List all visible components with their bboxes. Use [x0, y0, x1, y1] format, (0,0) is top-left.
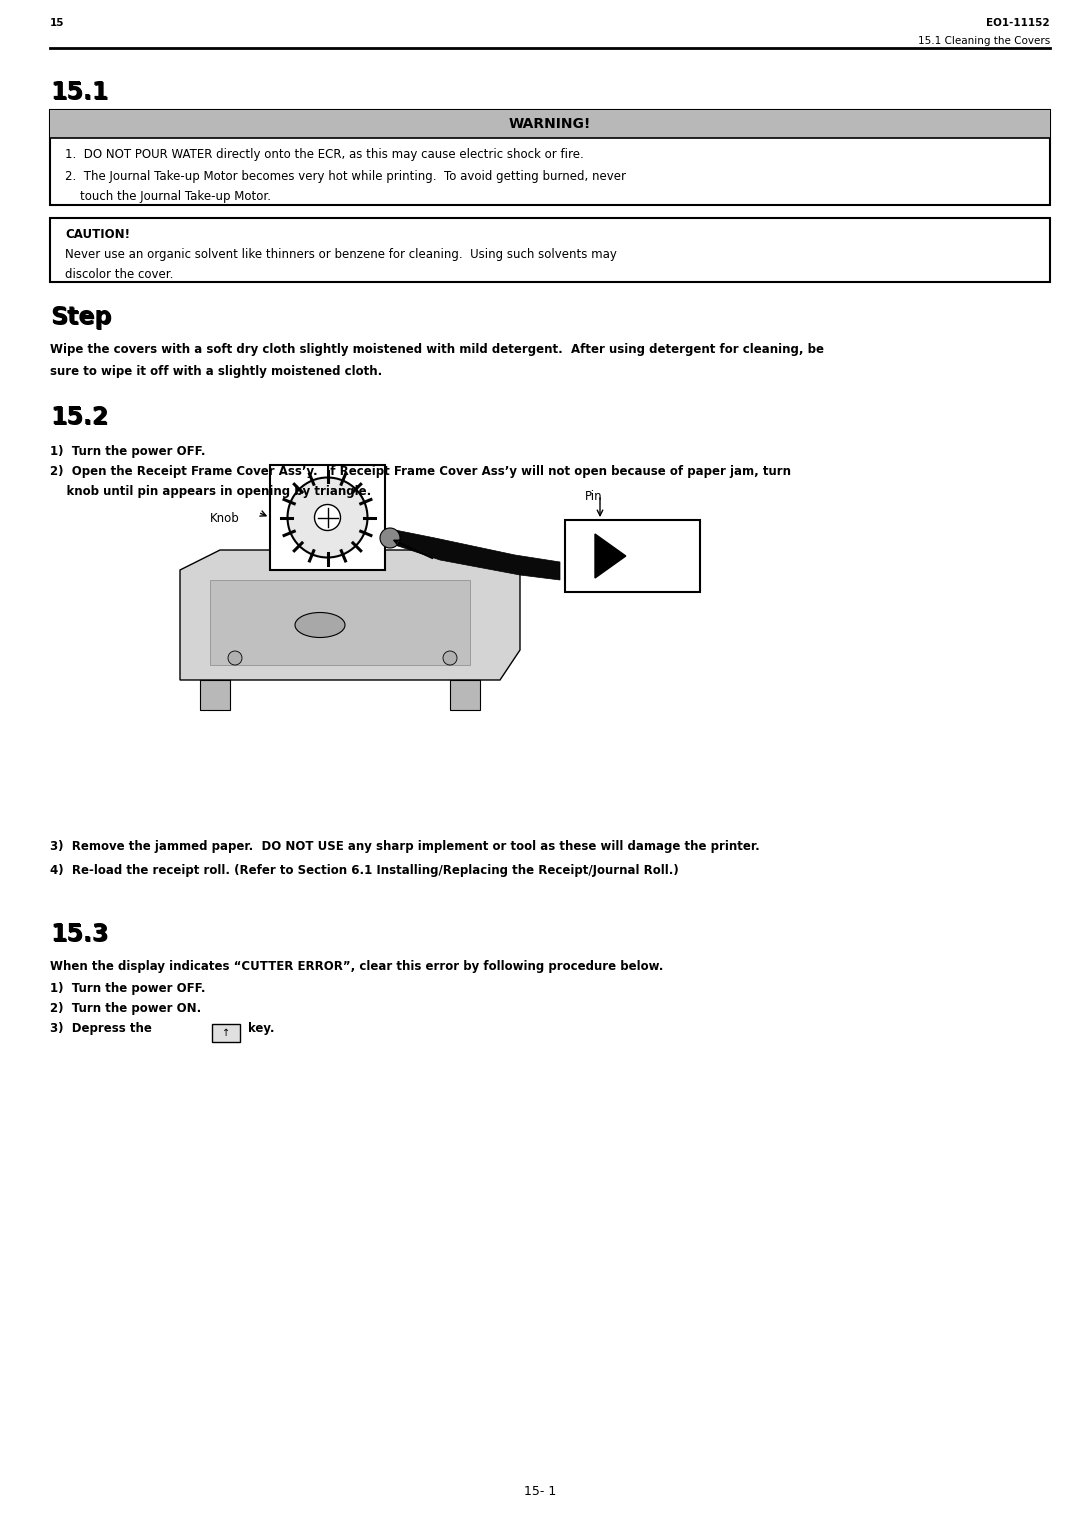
Ellipse shape [295, 613, 345, 637]
Text: CAUTION!: CAUTION! [65, 228, 130, 241]
Text: 1)  Turn the power OFF.: 1) Turn the power OFF. [50, 983, 205, 995]
Text: touch the Journal Take-up Motor.: touch the Journal Take-up Motor. [65, 189, 271, 203]
Text: ↑: ↑ [221, 1028, 230, 1038]
Text: 15.1: 15.1 [50, 79, 108, 104]
Bar [50, 110, 1050, 205]
Text: 15.3: 15.3 [51, 923, 109, 947]
Bar [565, 520, 700, 591]
Circle shape [443, 651, 457, 665]
Text: EO1-11152: EO1-11152 [986, 18, 1050, 28]
Text: knob until pin appears in opening by triangle.: knob until pin appears in opening by tri… [50, 484, 372, 498]
Text: 15: 15 [50, 18, 65, 28]
Text: 2.  The Journal Take-up Motor becomes very hot while printing.  To avoid getting: 2. The Journal Take-up Motor becomes ver… [65, 170, 626, 183]
Text: 15.3: 15.3 [50, 921, 108, 946]
Text: 1)  Turn the power OFF.: 1) Turn the power OFF. [50, 445, 205, 458]
Text: Step: Step [51, 306, 112, 330]
Circle shape [380, 529, 400, 549]
Text: 2)  Open the Receipt Frame Cover Ass’y.  If Receipt Frame Cover Ass’y will not o: 2) Open the Receipt Frame Cover Ass’y. I… [50, 465, 791, 478]
Text: sure to wipe it off with a slightly moistened cloth.: sure to wipe it off with a slightly mois… [50, 365, 382, 377]
Bar [210, 581, 470, 665]
Circle shape [228, 651, 242, 665]
Text: Wipe the covers with a soft dry cloth slightly moistened with mild detergent.  A: Wipe the covers with a soft dry cloth sl… [50, 342, 824, 356]
Text: Step: Step [50, 306, 111, 329]
Polygon shape [395, 530, 561, 581]
Text: 15.1 Cleaning the Covers: 15.1 Cleaning the Covers [918, 37, 1050, 46]
Bar [270, 465, 384, 570]
Circle shape [314, 504, 340, 530]
Bar [212, 1024, 240, 1042]
Bar [50, 219, 1050, 283]
Text: 15.2: 15.2 [50, 405, 108, 429]
Text: 4)  Re-load the receipt roll. (Refer to Section 6.1 Installing/Replacing the Rec: 4) Re-load the receipt roll. (Refer to S… [50, 863, 678, 877]
Text: Never use an organic solvent like thinners or benzene for cleaning.  Using such : Never use an organic solvent like thinne… [65, 248, 617, 261]
Text: 3)  Depress the: 3) Depress the [50, 1022, 152, 1034]
Text: 15.2: 15.2 [51, 406, 109, 431]
Text: key.: key. [248, 1022, 274, 1034]
Circle shape [287, 477, 367, 558]
Bar [200, 680, 230, 711]
Text: Pin: Pin [585, 490, 603, 503]
Polygon shape [595, 533, 625, 578]
Polygon shape [180, 550, 519, 680]
Text: discolor the cover.: discolor the cover. [65, 267, 174, 281]
Text: Knob: Knob [210, 512, 240, 526]
Text: 15.1: 15.1 [51, 81, 109, 105]
Bar [450, 680, 480, 711]
Text: WARNING!: WARNING! [509, 118, 591, 131]
Text: 2)  Turn the power ON.: 2) Turn the power ON. [50, 1002, 201, 1015]
Text: 15- 1: 15- 1 [524, 1485, 556, 1497]
Text: 3)  Remove the jammed paper.  DO NOT USE any sharp implement or tool as these wi: 3) Remove the jammed paper. DO NOT USE a… [50, 840, 759, 853]
Text: When the display indicates “CUTTER ERROR”, clear this error by following procedu: When the display indicates “CUTTER ERROR… [50, 960, 663, 973]
Bar [50, 110, 1050, 138]
Text: 1.  DO NOT POUR WATER directly onto the ECR, as this may cause electric shock or: 1. DO NOT POUR WATER directly onto the E… [65, 148, 584, 160]
